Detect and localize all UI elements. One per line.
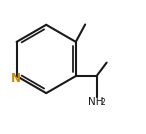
Text: 2: 2 xyxy=(101,98,105,107)
Text: N: N xyxy=(11,72,21,85)
Text: NH: NH xyxy=(88,97,104,107)
